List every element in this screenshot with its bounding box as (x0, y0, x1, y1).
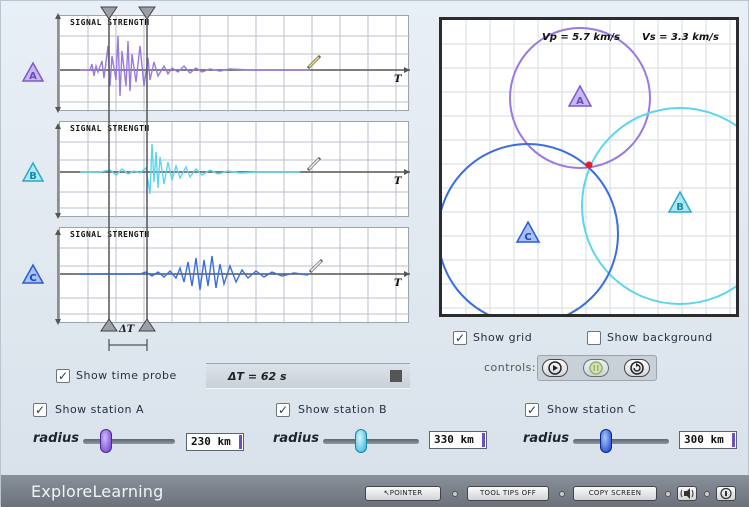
station-b-letter: B (29, 171, 37, 182)
map-grid: A B C (442, 20, 736, 314)
radius-a-slider[interactable] (83, 439, 175, 444)
graph-c-grid (60, 228, 410, 324)
probe-stop-icon[interactable] (390, 370, 402, 382)
controls-label: controls: (484, 361, 537, 374)
show-grid-checkbox[interactable]: ✓ (453, 331, 467, 345)
delta-t-label: ΔT (119, 324, 135, 335)
show-grid-label: Show grid (473, 331, 533, 344)
pause-icon (589, 361, 603, 375)
epicenter-marker (585, 161, 593, 169)
show-station-c-checkbox[interactable]: ✓ (525, 403, 539, 417)
pencil-icon (308, 258, 324, 274)
signal-axis (55, 13, 61, 325)
graph-c-time-label: T (394, 278, 402, 289)
sound-icon (680, 488, 694, 499)
station-c-letter: C (29, 273, 36, 284)
footer-separator-dot (452, 491, 458, 497)
footer-bar: ExploreLearning ↖POINTER TOOL TIPS OFF C… (1, 475, 749, 507)
pencil-icon (306, 54, 322, 70)
delta-t-readout: ΔT = 62 s (228, 370, 287, 383)
graph-b-grid (60, 122, 410, 218)
radius-b-value[interactable]: 330 km (429, 431, 487, 449)
probe-handle-bottom-left (100, 318, 118, 332)
radius-a-knob[interactable] (100, 429, 112, 453)
vs-label: Vs = 3.3 km/s (642, 32, 719, 43)
map-station-b: B (667, 190, 693, 213)
footer-separator-dot (559, 491, 565, 497)
probe-handle-bottom-right (138, 318, 156, 332)
footer-separator-dot (665, 491, 671, 497)
map-station-a-letter: A (576, 96, 584, 107)
show-station-a-label: Show station A (55, 403, 145, 416)
info-button[interactable] (716, 486, 736, 501)
play-button[interactable] (542, 359, 568, 377)
probe-handle-top-left (100, 6, 118, 20)
show-station-b-label: Show station B (298, 403, 388, 416)
show-station-a-checkbox[interactable]: ✓ (33, 403, 47, 417)
radius-c-knob[interactable] (600, 429, 612, 453)
radius-b-slider[interactable] (323, 439, 419, 444)
pause-button[interactable] (583, 359, 609, 377)
map-panel: A B C Vp = 5.7 km/s Vs = 3.3 km/s (439, 17, 739, 317)
graph-a-grid (60, 16, 410, 112)
radius-b-label: radius (273, 431, 319, 446)
radius-a-label: radius (33, 431, 79, 446)
graph-b-time-label: T (394, 176, 402, 187)
show-station-b-checkbox[interactable]: ✓ (276, 403, 290, 417)
brand-logo: ExploreLearning (31, 482, 164, 501)
sound-button[interactable] (677, 486, 697, 501)
station-a-letter: A (29, 71, 37, 82)
station-a-marker: A (21, 61, 45, 82)
radius-c-label: radius (523, 431, 569, 446)
footer-separator-dot (704, 491, 710, 497)
play-icon (548, 361, 562, 375)
signal-trace-c (80, 255, 309, 291)
show-time-probe-label: Show time probe (76, 369, 177, 382)
radius-c-slider[interactable] (573, 439, 669, 444)
show-station-c-label: Show station C (547, 403, 637, 416)
graph-a-time-label: T (394, 74, 402, 85)
time-probe[interactable] (97, 5, 161, 351)
radius-b-knob[interactable] (355, 429, 367, 453)
map-station-c: C (515, 220, 541, 243)
signal-trace-a (80, 35, 310, 97)
station-c-circle (442, 143, 619, 314)
show-background-checkbox[interactable] (587, 331, 601, 345)
graph-b: SIGNAL STRENGTH T (59, 121, 410, 218)
vp-label: Vp = 5.7 km/s (542, 32, 621, 43)
station-a-circle (509, 27, 651, 169)
show-time-probe-checkbox[interactable]: ✓ (56, 369, 70, 383)
pencil-icon (306, 156, 322, 172)
graph-c: SIGNAL STRENGTH T (59, 227, 410, 324)
show-background-label: Show background (607, 331, 713, 344)
probe-handle-top-right (138, 6, 156, 20)
map-station-a: A (567, 84, 593, 107)
tooltips-button[interactable]: TOOL TIPS OFF (467, 486, 549, 501)
radius-c-value[interactable]: 300 km (679, 431, 737, 449)
station-c-marker: C (21, 263, 45, 284)
station-b-circle (581, 107, 736, 305)
delta-t-readout-box: ΔT = 62 s (206, 363, 410, 389)
map-station-c-letter: C (524, 232, 531, 243)
reset-button[interactable] (624, 359, 650, 377)
graph-a: SIGNAL STRENGTH T (59, 15, 410, 112)
map-station-b-letter: B (676, 202, 684, 213)
station-b-marker: B (21, 161, 45, 182)
radius-a-value[interactable]: 230 km (186, 433, 244, 451)
pointer-button[interactable]: ↖POINTER (365, 486, 441, 501)
reset-icon (630, 361, 644, 375)
copy-screen-button[interactable]: COPY SCREEN (573, 486, 657, 501)
signal-trace-b (80, 143, 300, 195)
info-icon (720, 487, 732, 500)
